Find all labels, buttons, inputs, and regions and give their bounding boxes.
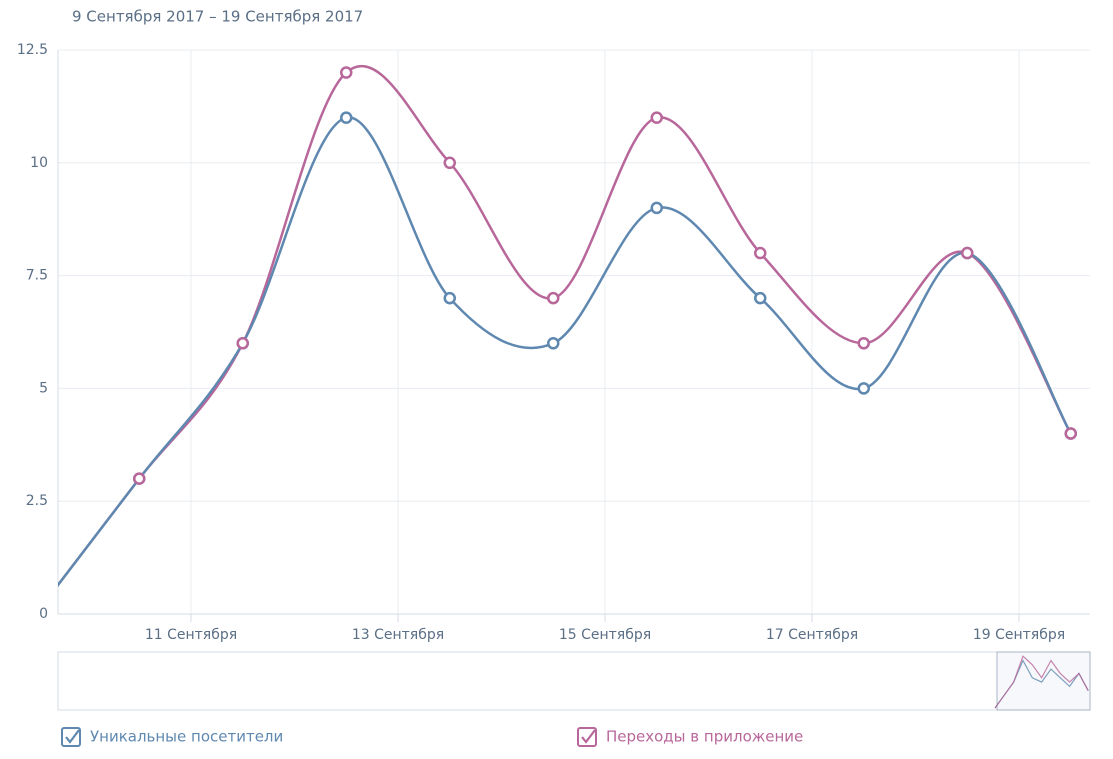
legend-label[interactable]: Переходы в приложение [606, 728, 803, 746]
x-tick-label: 17 Сентября [766, 627, 858, 643]
y-tick-label: 5 [39, 380, 48, 396]
y-tick-label: 2.5 [26, 493, 48, 509]
legend-check [581, 729, 596, 744]
navigator-window[interactable] [996, 651, 1091, 711]
legend-checkbox[interactable] [61, 727, 81, 747]
chart-title: 9 Сентября 2017 – 19 Сентября 2017 [72, 8, 363, 26]
legend-label[interactable]: Уникальные посетители [90, 728, 283, 746]
point [650, 111, 663, 124]
point [132, 472, 146, 485]
y-tick-label: 10 [30, 155, 48, 171]
point [443, 291, 456, 305]
point [753, 246, 767, 260]
point [857, 337, 870, 350]
point [857, 382, 870, 395]
point [546, 291, 560, 305]
point [960, 246, 974, 260]
legend-check [65, 729, 80, 744]
navigator-line [994, 655, 1089, 709]
navigator[interactable] [57, 651, 1091, 711]
point [443, 156, 456, 170]
x-tick-label: 19 Сентября [973, 627, 1065, 643]
x-tick-label: 15 Сентября [559, 627, 651, 643]
y-tick-label: 7.5 [26, 268, 48, 284]
point [1064, 427, 1077, 440]
point [546, 337, 560, 350]
y-tick-label: 0 [39, 606, 48, 622]
x-tick-label: 11 Сентября [145, 627, 237, 643]
y-tick-label: 12.5 [17, 42, 48, 58]
point [650, 201, 663, 215]
point [753, 291, 767, 305]
point [236, 337, 249, 350]
legend-checkbox[interactable] [577, 727, 597, 747]
point [339, 66, 353, 79]
x-tick-label: 13 Сентября [352, 627, 444, 643]
point [339, 111, 353, 124]
